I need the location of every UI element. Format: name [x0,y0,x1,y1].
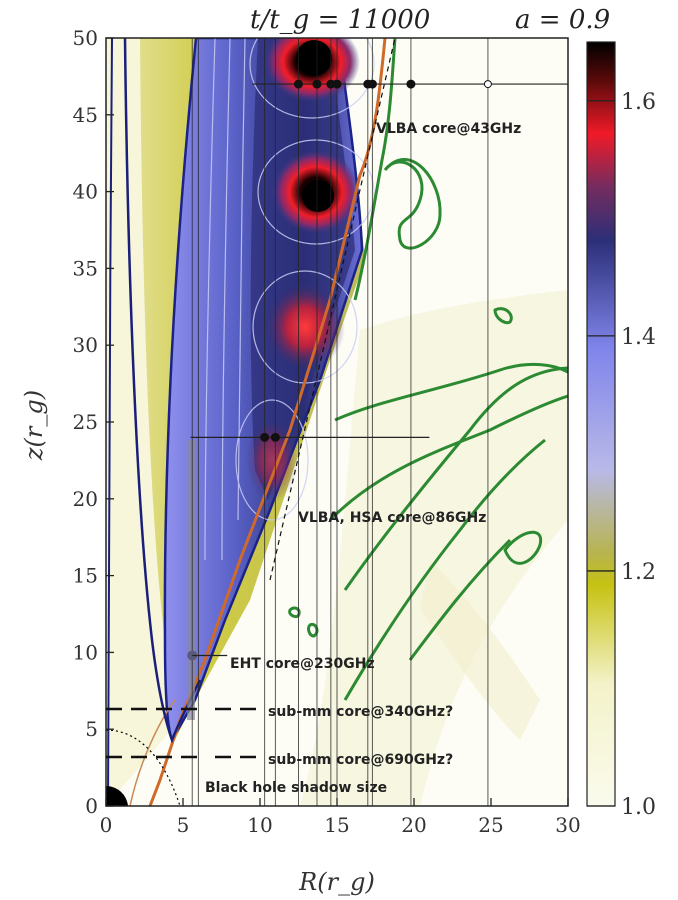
wind-region [420,560,540,740]
core-43-point [406,79,416,89]
wind-contours [288,38,568,701]
y-tick-label: 0 [85,794,98,818]
x-tick-label: 30 [555,813,580,837]
jet-axis-dashed [269,38,396,581]
jet-outer-contour [123,38,202,744]
x-tick-label: 5 [177,813,190,837]
colorbar-tick-label: 1.6 [621,90,656,115]
core-86-point [260,432,270,442]
label-submm-690: sub-mm core@690GHz? [268,752,453,768]
eht-beam [187,440,195,720]
x-axis: 0 5 10 15 20 25 30 [100,798,581,837]
label-eht-230: EHT core@230GHz [230,656,375,672]
y-tick-label: 15 [73,564,98,588]
y-axis: 0 5 10 15 20 25 30 35 40 45 50 [73,26,114,818]
y-tick-label: 25 [73,410,98,434]
jet-boundary-inner [129,699,176,806]
title-spin: a = 0.9 [515,5,610,35]
core-43-point [312,79,322,89]
y-tick-label: 20 [73,487,98,511]
jet-contours [204,38,375,561]
y-tick-label: 50 [73,26,98,50]
x-tick-label: 15 [324,813,349,837]
x-tick-label: 0 [100,813,113,837]
colorbar-tick-label: 1.0 [621,795,656,820]
core-43-point [367,79,377,89]
core-43-point [294,79,303,89]
y-tick-label: 10 [73,640,98,664]
y-axis-label: z(r_g) [20,390,48,461]
x-tick-label: 20 [401,813,426,837]
y-tick-label: 40 [73,180,98,204]
y-tick-label: 5 [85,717,98,741]
core-86-point [270,432,280,442]
colorbar-tick-label: 1.2 [621,560,656,585]
spine-region [106,38,180,806]
y-tick-label: 30 [73,333,98,357]
core-black-1 [296,40,332,76]
core-43-point [483,80,492,89]
x-tick-label: 25 [478,813,503,837]
label-shadow: Black hole shadow size [205,780,387,796]
label-submm-340: sub-mm core@340GHz? [268,704,453,720]
core-black-2 [302,180,334,212]
x-tick-label: 10 [247,813,272,837]
wind-region [300,290,568,806]
hot-spot-3 [265,283,345,371]
axis-contour [107,38,113,806]
black-hole [106,785,128,806]
colorbar-ticks: 1.0 1.2 1.4 1.6 [587,90,656,820]
y-tick-label: 45 [73,103,98,127]
colorbar [586,41,616,807]
core-43-point [332,79,342,89]
core-marks [187,38,568,806]
y-tick-label: 35 [73,256,98,280]
label-vlba-43: VLBA core@43GHz [376,121,521,137]
title-time: t/t_g = 11000 [250,5,430,35]
horizon-dotted [106,729,181,806]
label-vlba-86: VLBA, HSA core@86GHz [298,510,486,526]
colorbar-tick-label: 1.4 [621,325,656,350]
x-axis-label: R(r_g) [298,868,375,896]
